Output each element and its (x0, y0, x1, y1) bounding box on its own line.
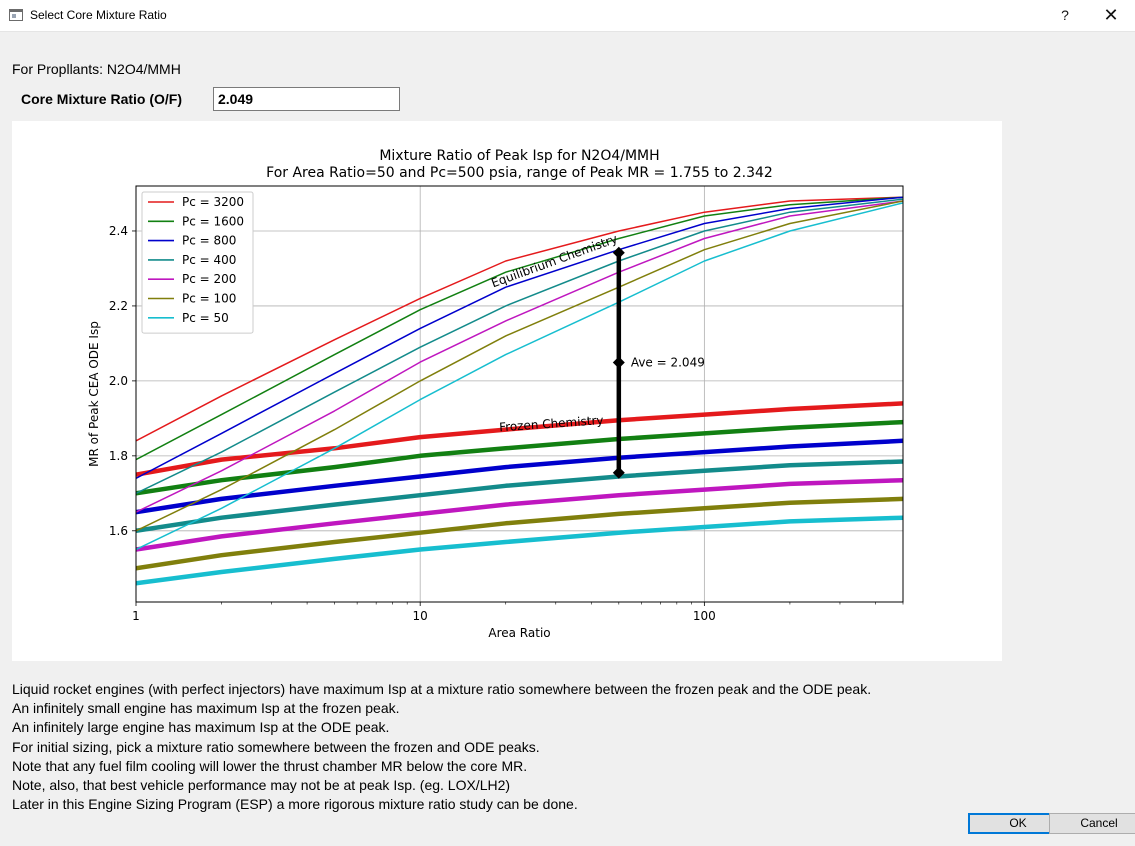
frozen-series-line-2 (136, 438, 903, 515)
ok-button[interactable]: OK (968, 813, 1068, 834)
range-marker-ave (612, 356, 625, 369)
legend-label-4: Pc = 200 (182, 272, 236, 286)
title-bar: Select Core Mixture Ratio ? ✕ (0, 0, 1135, 32)
range-marker-low (612, 466, 625, 479)
x-tick-label: 10 (413, 609, 428, 623)
chart-subtitle: For Area Ratio=50 and Pc=500 psia, range… (266, 165, 773, 181)
equilibrium-series-line-3 (136, 198, 903, 494)
x-tick-label: 1 (132, 609, 140, 623)
equilibrium-series-line-4 (136, 200, 903, 513)
legend-label-6: Pc = 50 (182, 311, 229, 325)
note-line: For initial sizing, pick a mixture ratio… (12, 738, 540, 755)
propellants-label: For Propllants: N2O4/MMH (12, 61, 181, 77)
y-tick-label: 2.4 (109, 224, 128, 238)
frozen-series-line-6 (136, 515, 903, 586)
y-tick-label: 1.6 (109, 524, 128, 538)
chart-annotation-0: Equilibrium Chemistry (489, 232, 619, 291)
chart-panel: Mixture Ratio of Peak Isp for N2O4/MMH Fo… (12, 121, 1002, 661)
window-app-icon (9, 9, 23, 21)
core-mixture-ratio-input[interactable] (213, 87, 400, 111)
chart-annotation-1: Frozen Chemistry (499, 413, 604, 434)
note-line: Note that any fuel film cooling will low… (12, 757, 528, 774)
equilibrium-series-line-2 (136, 196, 903, 479)
frozen-series-line-5 (136, 496, 903, 571)
equilibrium-series-line-6 (136, 202, 903, 551)
y-tick-label: 2.0 (109, 374, 128, 388)
window-title: Select Core Mixture Ratio (30, 8, 167, 22)
notes-text: Liquid rocket engines (with perfect inje… (12, 680, 871, 814)
frozen-series-line-3 (136, 459, 903, 534)
equilibrium-series-line-0 (136, 196, 903, 442)
legend-label-0: Pc = 3200 (182, 195, 244, 209)
legend-label-5: Pc = 100 (182, 292, 236, 306)
plot-frame (135, 185, 904, 603)
close-button[interactable]: ✕ (1103, 5, 1119, 25)
note-line: Note, also, that best vehicle performanc… (12, 777, 511, 794)
note-line: An infinitely small engine has maximum I… (12, 700, 400, 717)
legend-label-2: Pc = 800 (182, 234, 236, 248)
y-tick-label: 1.8 (109, 449, 128, 463)
equilibrium-series-line-1 (136, 196, 903, 461)
x-tick-label: 100 (693, 609, 716, 623)
mixture-ratio-chart: Mixture Ratio of Peak Isp for N2O4/MMHFo… (87, 148, 904, 640)
range-marker-high (612, 246, 625, 259)
chart-title: Mixture Ratio of Peak Isp for N2O4/MMH (379, 148, 659, 164)
note-line: Later in this Engine Sizing Program (ESP… (12, 796, 578, 813)
note-line: An infinitely large engine has maximum I… (12, 719, 390, 736)
range-average-label: Ave = 2.049 (631, 356, 705, 370)
legend-label-3: Pc = 400 (182, 253, 236, 267)
note-line: Liquid rocket engines (with perfect inje… (12, 681, 872, 697)
cancel-button[interactable]: Cancel (1049, 813, 1135, 834)
help-button[interactable]: ? (1061, 7, 1069, 23)
plot-series-group (136, 196, 903, 586)
y-axis-label: MR of Peak CEA ODE Isp (87, 321, 101, 467)
legend-label-1: Pc = 1600 (182, 214, 244, 228)
frozen-series-line-4 (136, 477, 903, 552)
frozen-series-line-1 (136, 419, 903, 496)
equilibrium-series-line-5 (136, 200, 903, 532)
y-tick-label: 2.2 (109, 299, 128, 313)
core-mixture-ratio-label: Core Mixture Ratio (O/F) (21, 91, 183, 107)
frozen-series-line-0 (136, 401, 903, 477)
x-axis-label: Area Ratio (488, 626, 550, 640)
